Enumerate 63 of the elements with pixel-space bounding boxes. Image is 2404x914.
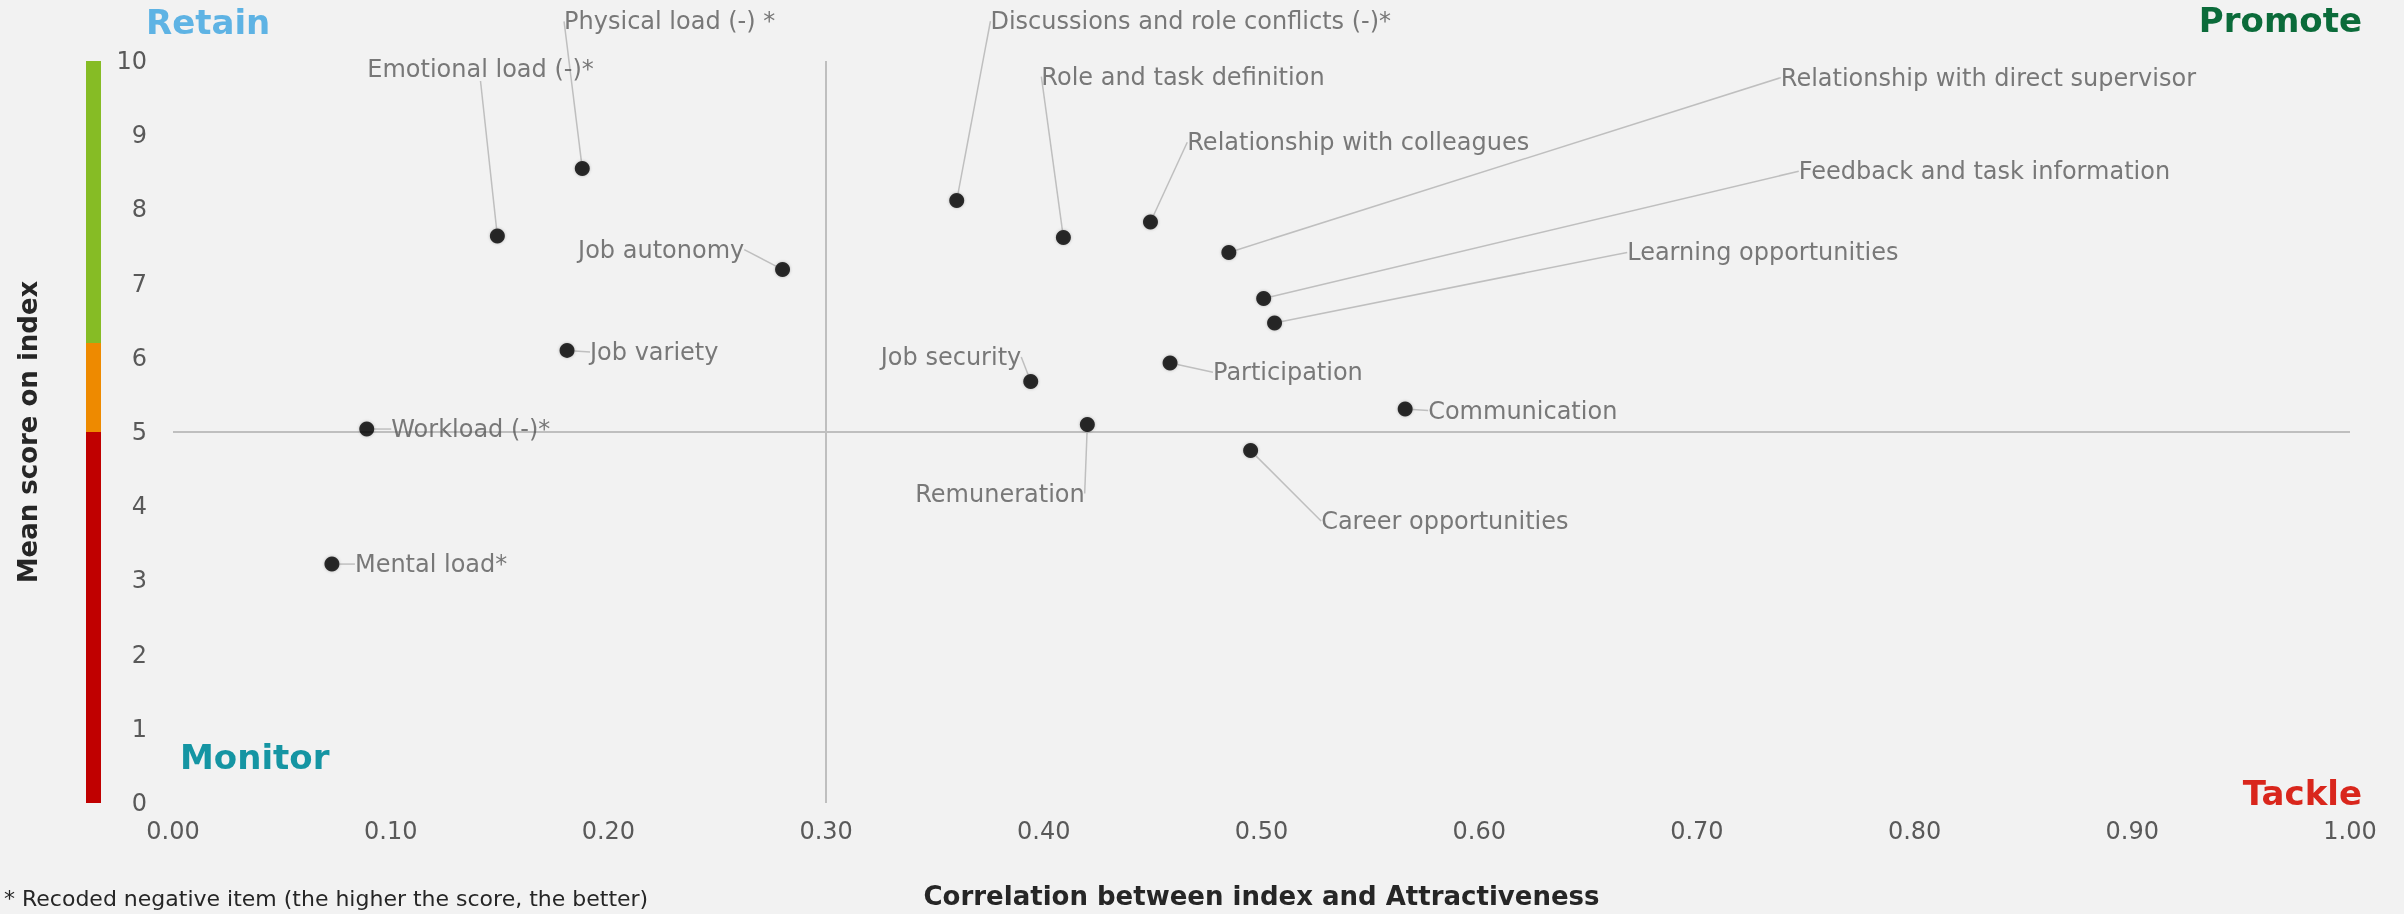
y-tick-label: 10 [116, 47, 147, 75]
x-axis-title: Correlation between index and Attractiveness [923, 881, 1600, 911]
point [1142, 214, 1158, 230]
text: Relationship with direct supervisor [1780, 63, 2197, 92]
text: Feedback and task information [1798, 157, 2171, 186]
x-tick-label: 1.00 [2323, 817, 2377, 845]
point [949, 193, 965, 208]
text: Career opportunities [1321, 507, 1569, 536]
text: Learning opportunities [1627, 238, 1899, 267]
y-tick-label: 1 [131, 714, 147, 743]
point [359, 421, 375, 437]
x-tick-label: 0.30 [799, 817, 853, 845]
point [1055, 230, 1071, 246]
x-tick-label: 0.90 [2105, 817, 2160, 845]
point [489, 228, 505, 244]
text: Emotional load (-)* [367, 55, 594, 83]
y-tick-label: 5 [131, 418, 147, 446]
point [324, 556, 340, 572]
x-tick-label: 0.80 [1887, 817, 1942, 845]
x-tick-label: 0.60 [1452, 817, 1506, 845]
y-tick-label: 8 [131, 195, 147, 224]
series-label: Communication [1428, 396, 1618, 425]
y-tick-label: 0 [131, 789, 147, 817]
y-axis-title: Mean score on index [13, 280, 43, 584]
x-tick-label: 0.20 [581, 817, 636, 845]
text: Role and task definition [1041, 62, 1325, 91]
point [1243, 443, 1259, 459]
series-label: Remuneration [915, 479, 1085, 508]
point [1256, 290, 1272, 306]
x-tick-label: 0.40 [1017, 817, 1071, 845]
y-tick-label: 6 [131, 343, 147, 372]
text: * Recoded negative item (the higher the score, the better) [4, 885, 649, 911]
x-tick-label: 0.10 [363, 817, 418, 845]
series-label: Participation [1212, 358, 1363, 387]
x-tick-label: 0.70 [1670, 817, 1724, 845]
series-label: Job security [878, 343, 1022, 372]
y-tick-label: 9 [131, 121, 147, 150]
x-tick-label: 0.50 [1234, 817, 1289, 845]
series-label: Workload (-)* [391, 415, 551, 444]
text: Retain [146, 2, 271, 42]
text: Physical load (-) * [564, 7, 776, 36]
point [1221, 244, 1237, 260]
series-label: Job variety [588, 337, 719, 366]
text: Relationship with colleagues [1187, 128, 1530, 157]
text: Promote [2198, 0, 2362, 40]
point [1397, 401, 1413, 417]
point [1079, 417, 1095, 433]
x-tick-label: 0.00 [146, 817, 200, 845]
point [1023, 374, 1039, 390]
y-tick-label: 4 [131, 492, 147, 521]
point [559, 342, 575, 358]
text: Discussions and role conflicts (-)* [990, 7, 1392, 36]
y-tick-label: 2 [131, 640, 147, 669]
y-tick-label: 3 [131, 566, 147, 595]
series-label: Mental load* [354, 550, 508, 579]
y-tick-label: 7 [131, 269, 147, 298]
point [1162, 355, 1178, 371]
point [574, 161, 590, 177]
point [1267, 315, 1283, 331]
annotation: Monitor [180, 737, 330, 777]
point [775, 262, 791, 277]
annotation: Tackle [2242, 773, 2362, 813]
series-label: Job autonomy [576, 235, 745, 264]
